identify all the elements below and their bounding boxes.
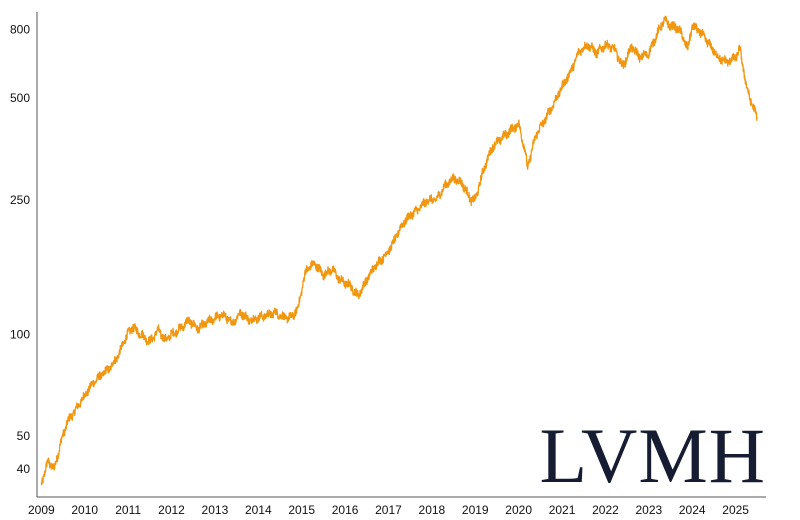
price-series-line: [40, 15, 758, 486]
x-tick-label: 2011: [115, 503, 141, 517]
x-tick-label: 2020: [505, 503, 532, 517]
x-tick-label: 2017: [375, 503, 402, 517]
y-tick-label: 250: [10, 193, 30, 207]
x-tick-label: 2021: [549, 503, 576, 517]
x-axis: 2009 2010 2011 2012 2013 2014 2015 2016 2017 2018…: [28, 496, 766, 517]
x-tick-label: 2015: [288, 503, 315, 517]
y-tick-label: 500: [10, 91, 30, 105]
x-tick-label: 2019: [462, 503, 489, 517]
y-tick-label: 40: [17, 462, 31, 476]
x-tick-label: 2022: [592, 503, 619, 517]
series-layer: [40, 15, 758, 486]
x-tick-label: 2014: [245, 503, 272, 517]
x-tick-label: 2013: [202, 503, 229, 517]
x-tick-label: 2010: [71, 503, 98, 517]
x-tick-label: 2016: [332, 503, 359, 517]
x-tick-label: 2018: [419, 503, 446, 517]
x-tick-label: 2025: [722, 503, 749, 517]
x-tick-label: 2024: [679, 503, 706, 517]
y-axis: 40 50 100 250 500 800: [10, 12, 38, 497]
x-tick-label: 2009: [28, 503, 55, 517]
y-tick-label: 100: [10, 327, 30, 341]
lvmh-logo: LVMH: [540, 412, 767, 499]
y-tick-label: 50: [17, 429, 31, 443]
y-tick-label: 800: [10, 22, 30, 36]
x-tick-label: 2023: [635, 503, 662, 517]
x-tick-label: 2012: [158, 503, 185, 517]
